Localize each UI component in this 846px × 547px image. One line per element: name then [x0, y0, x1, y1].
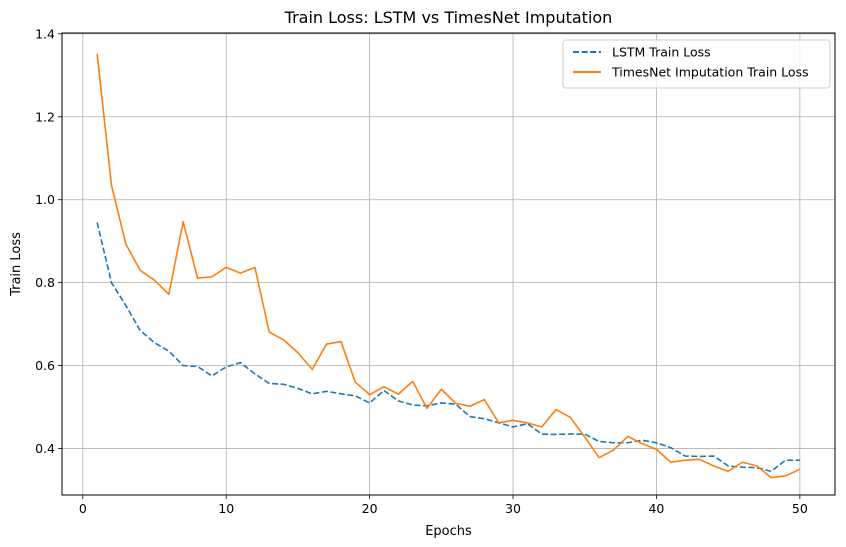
x-tick-label: 50 [792, 501, 808, 516]
y-tick-label: 0.8 [35, 275, 55, 290]
y-axis-label: Train Loss [9, 232, 24, 297]
x-tick-label: 20 [362, 501, 378, 516]
x-axis: 0 10 20 30 40 50 [79, 495, 808, 516]
x-axis-label: Epochs [425, 524, 472, 539]
legend-box [562, 39, 831, 89]
legend-label-timesnet: TimesNet Imputation Train Loss [611, 65, 809, 80]
legend: LSTM Train Loss TimesNet Imputation Trai… [562, 39, 831, 89]
legend-label-lstm: LSTM Train Loss [612, 45, 711, 60]
timesnet-train-loss-line [96, 53, 801, 479]
y-tick-label: 1.4 [35, 26, 55, 41]
x-tick-label: 40 [648, 501, 664, 516]
plot-frame [61, 32, 836, 496]
series-layer [96, 53, 801, 479]
x-tick-label: 10 [218, 501, 234, 516]
y-tick-label: 1.0 [35, 192, 55, 207]
chart-title: Train Loss: LSTM vs TimesNet Imputation [284, 8, 613, 27]
y-axis: 0.4 0.6 0.8 1.0 1.2 1.4 [35, 26, 62, 456]
lstm-train-loss-line [96, 222, 800, 473]
y-tick-label: 1.2 [35, 109, 55, 124]
x-tick-label: 0 [79, 501, 87, 516]
y-tick-label: 0.6 [35, 358, 55, 373]
x-tick-label: 30 [505, 501, 521, 516]
y-tick-label: 0.4 [35, 441, 55, 456]
